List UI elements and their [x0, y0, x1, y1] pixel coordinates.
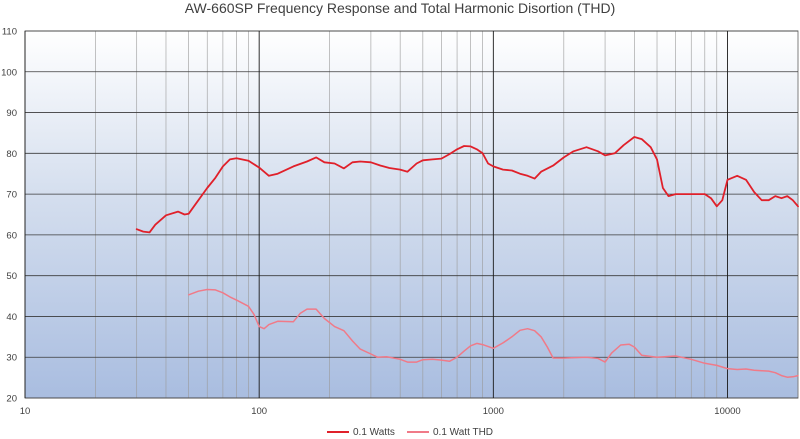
y-tick-label: 30	[6, 353, 17, 364]
series-line-1	[135, 136, 799, 234]
minor-gridlines	[95, 31, 718, 398]
y-tick-label: 80	[6, 149, 17, 160]
y-tick-label: 50	[6, 271, 17, 282]
series-lines	[135, 136, 799, 378]
y-tick-label: 110	[2, 27, 17, 38]
major-gridlines	[24, 30, 798, 399]
y-axis-tick-labels: 20 30 40 50 60 70 80 90 100 110	[1, 27, 17, 405]
x-tick-label: 10	[20, 406, 31, 417]
y-tick-label: 20	[6, 394, 17, 405]
x-tick-label: 10000	[714, 406, 740, 417]
x-tick-label: 100	[251, 406, 267, 417]
legend-label: 0.1 Watt THD	[433, 427, 493, 438]
legend: 0.1 Watts 0.1 Watt THD	[327, 427, 493, 438]
series-line-2	[187, 288, 799, 378]
y-tick-label: 70	[6, 190, 17, 201]
y-tick-label: 90	[6, 108, 17, 119]
y-tick-label: 60	[6, 230, 17, 241]
legend-label: 0.1 Watts	[353, 427, 395, 438]
chart-title: AW-660SP Frequency Response and Total Ha…	[185, 0, 616, 16]
x-axis-tick-labels: 10 100 1000 10000	[20, 406, 741, 417]
x-tick-label: 1000	[483, 406, 504, 417]
y-tick-label: 40	[6, 312, 17, 323]
plot-area	[24, 30, 799, 399]
y-tick-label: 100	[1, 67, 17, 78]
